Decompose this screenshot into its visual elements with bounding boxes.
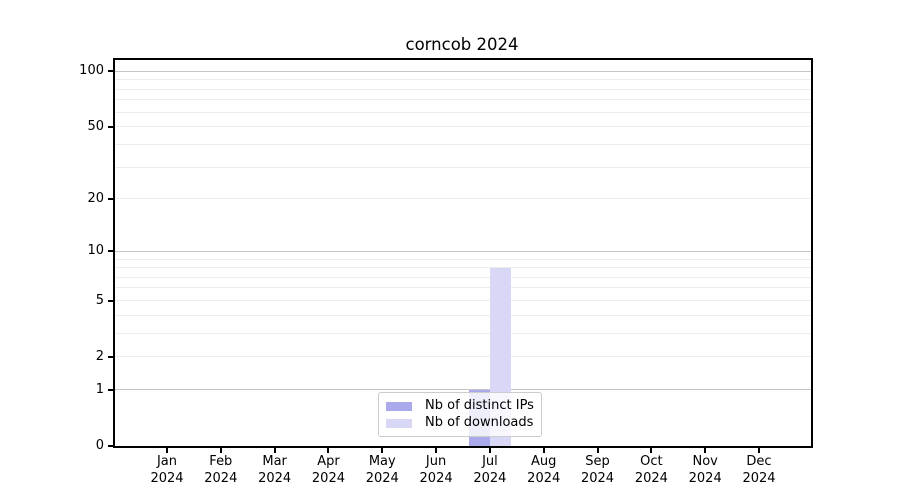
gridline-minor: [115, 198, 811, 200]
x-tick-mark: [273, 448, 276, 453]
y-tick-label: 2: [95, 348, 104, 364]
x-tick-mark: [219, 448, 222, 453]
x-tick-mark: [381, 448, 384, 453]
gridline-minor: [115, 332, 811, 334]
gridline-minor: [115, 99, 811, 101]
x-tick-label: Feb 2024: [204, 454, 238, 486]
x-tick-mark: [542, 448, 545, 453]
legend: Nb of distinct IPs Nb of downloads: [378, 392, 542, 437]
x-tick-mark: [435, 448, 438, 453]
x-tick-label: Dec 2024: [742, 454, 776, 486]
x-tick-label: Jul 2024: [473, 454, 507, 486]
y-tick-mark: [108, 125, 113, 128]
y-tick-label: 0: [95, 438, 104, 453]
y-tick-mark: [108, 355, 113, 358]
gridline-minor: [115, 300, 811, 301]
x-tick-label: Sep 2024: [580, 454, 615, 486]
legend-swatch-distinct-ips: [386, 401, 412, 411]
chart-title: corncob 2024: [405, 35, 519, 54]
x-tick-mark: [704, 448, 707, 453]
gridline-minor: [115, 258, 811, 260]
y-tick-mark: [108, 197, 113, 200]
gridline-minor: [115, 79, 811, 81]
y-tick-mark: [108, 299, 113, 302]
x-tick-mark: [488, 448, 491, 453]
x-tick-label: Jan 2024: [150, 454, 184, 486]
x-tick-label: May 2024: [365, 454, 399, 486]
legend-item-distinct-ips: Nb of distinct IPs: [386, 398, 535, 414]
y-tick-label: 1: [95, 381, 104, 397]
x-tick-mark: [758, 448, 760, 453]
x-tick-label: Mar 2024: [258, 454, 292, 486]
x-tick-label: Jun 2024: [419, 454, 453, 486]
x-tick-label: Aug 2024: [527, 454, 561, 486]
x-tick-label: Oct 2024: [634, 454, 668, 486]
y-tick-mark: [108, 250, 113, 253]
gridline-minor: [115, 166, 811, 168]
x-tick-mark: [650, 448, 653, 453]
x-tick-mark: [596, 448, 599, 453]
legend-label-distinct-ips: Nb of distinct IPs: [425, 398, 534, 413]
y-tick-label: 100: [79, 63, 104, 79]
gridline-minor: [115, 88, 811, 90]
y-tick-label: 5: [95, 292, 104, 308]
x-tick-label: Apr 2024: [311, 454, 345, 486]
gridline-minor: [115, 111, 811, 113]
gridline-minor: [115, 126, 811, 128]
y-tick-label: 20: [87, 190, 104, 206]
x-tick-mark: [327, 448, 330, 453]
y-tick-label: 10: [87, 243, 104, 259]
legend-swatch-downloads: [386, 418, 412, 428]
x-tick-mark: [166, 448, 168, 453]
legend-label-downloads: Nb of downloads: [425, 415, 534, 430]
y-tick-label: 50: [87, 118, 104, 134]
y-tick-mark: [108, 388, 113, 391]
gridline-minor: [115, 267, 811, 269]
gridline-minor: [115, 143, 811, 145]
y-tick-mark: [108, 70, 113, 73]
gridline-major: [115, 70, 811, 72]
y-tick-mark: [108, 445, 113, 447]
gridline-minor: [115, 276, 811, 278]
gridline-minor: [115, 287, 811, 289]
gridline-minor: [115, 356, 811, 358]
legend-item-downloads: Nb of downloads: [386, 415, 535, 431]
gridline-major: [115, 389, 811, 391]
plot-area: Nb of distinct IPs Nb of downloads: [113, 58, 813, 448]
gridline-major: [115, 250, 811, 252]
x-tick-label: Nov 2024: [688, 454, 722, 486]
gridline-minor: [115, 314, 811, 316]
